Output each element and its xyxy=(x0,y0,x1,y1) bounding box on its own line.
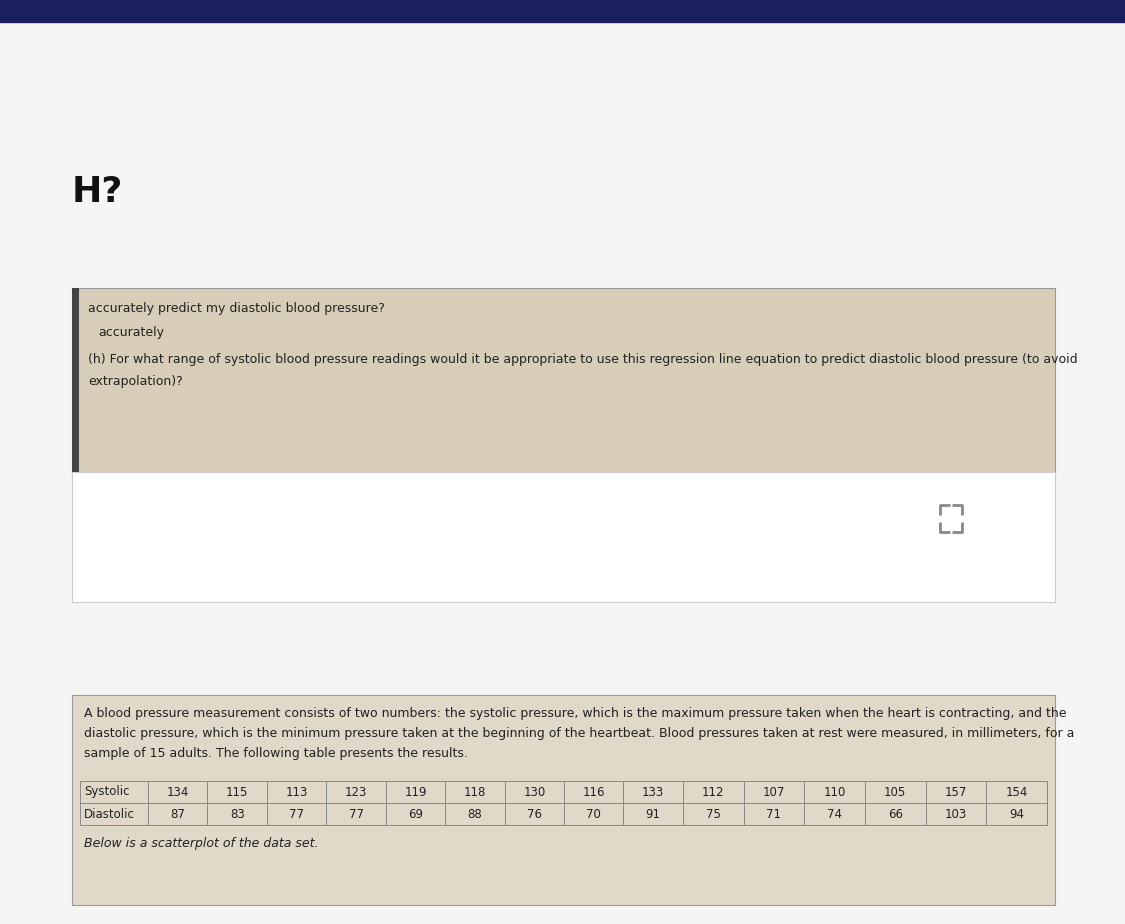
Text: 107: 107 xyxy=(763,785,785,798)
Bar xyxy=(72,472,1055,602)
Bar xyxy=(72,288,79,472)
Text: 105: 105 xyxy=(884,785,907,798)
Text: accurately predict my diastolic blood pressure?: accurately predict my diastolic blood pr… xyxy=(88,302,385,315)
Text: sample of 15 adults. The following table presents the results.: sample of 15 adults. The following table… xyxy=(84,747,468,760)
Text: 77: 77 xyxy=(289,808,304,821)
Text: 70: 70 xyxy=(586,808,601,821)
Text: 103: 103 xyxy=(945,808,968,821)
Text: 87: 87 xyxy=(170,808,186,821)
Text: A blood pressure measurement consists of two numbers: the systolic pressure, whi: A blood pressure measurement consists of… xyxy=(84,707,1066,720)
Text: 71: 71 xyxy=(766,808,782,821)
Text: 74: 74 xyxy=(827,808,843,821)
Text: 110: 110 xyxy=(824,785,846,798)
Text: 134: 134 xyxy=(166,785,189,798)
Text: 119: 119 xyxy=(404,785,426,798)
Text: 94: 94 xyxy=(1009,808,1024,821)
Text: Diastolic: Diastolic xyxy=(84,808,135,821)
Bar xyxy=(72,288,1055,472)
Text: 88: 88 xyxy=(468,808,483,821)
Text: 116: 116 xyxy=(583,785,605,798)
Text: 77: 77 xyxy=(349,808,363,821)
Text: 123: 123 xyxy=(345,785,367,798)
Bar xyxy=(80,781,1047,825)
Text: 76: 76 xyxy=(526,808,542,821)
Text: 133: 133 xyxy=(642,785,665,798)
Text: H?: H? xyxy=(72,175,124,209)
Text: 75: 75 xyxy=(705,808,721,821)
Text: extrapolation)?: extrapolation)? xyxy=(88,374,182,387)
Text: 66: 66 xyxy=(888,808,902,821)
Text: 112: 112 xyxy=(702,785,724,798)
Text: 154: 154 xyxy=(1006,785,1028,798)
Text: 91: 91 xyxy=(646,808,660,821)
Text: 115: 115 xyxy=(226,785,249,798)
Bar xyxy=(72,695,1055,905)
Text: 113: 113 xyxy=(286,785,308,798)
Text: 118: 118 xyxy=(464,785,486,798)
Text: Below is a scatterplot of the data set.: Below is a scatterplot of the data set. xyxy=(84,837,318,850)
Text: accurately: accurately xyxy=(98,326,164,339)
Text: 157: 157 xyxy=(945,785,968,798)
Text: (h) For what range of systolic blood pressure readings would it be appropriate t: (h) For what range of systolic blood pre… xyxy=(88,353,1078,366)
Text: Systolic: Systolic xyxy=(84,785,129,798)
Text: 69: 69 xyxy=(408,808,423,821)
Text: 83: 83 xyxy=(229,808,244,821)
Text: 130: 130 xyxy=(523,785,546,798)
Text: diastolic pressure, which is the minimum pressure taken at the beginning of the : diastolic pressure, which is the minimum… xyxy=(84,727,1074,740)
Bar xyxy=(0,0,1125,22)
